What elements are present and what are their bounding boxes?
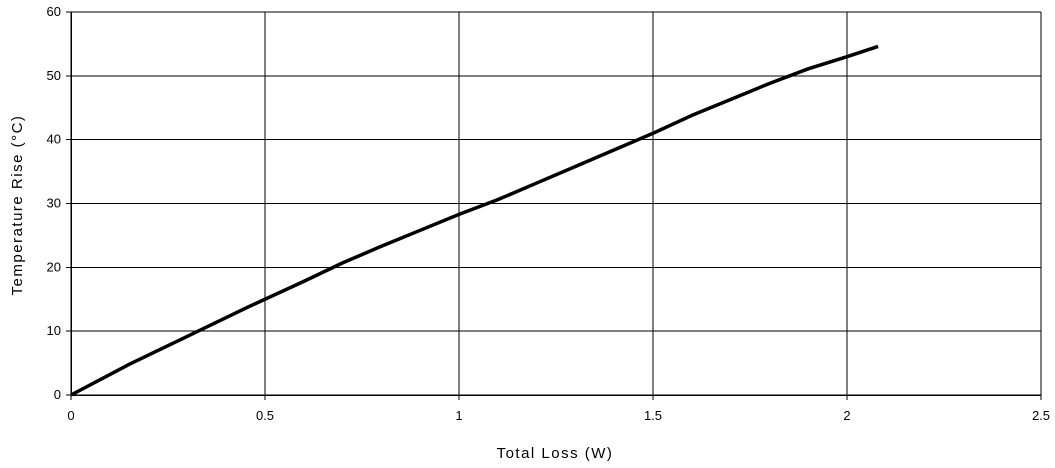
x-tick-label-4: 2 bbox=[843, 408, 850, 423]
y-tick-label-4: 40 bbox=[47, 132, 61, 147]
y-tick-label-2: 20 bbox=[47, 259, 61, 274]
series-line-0 bbox=[70, 44, 879, 397]
x-tick-label-3: 1.5 bbox=[644, 408, 662, 423]
grid-lines bbox=[71, 11, 1042, 395]
y-tick-label-6: 60 bbox=[47, 4, 61, 19]
x-tick-label-0: 0 bbox=[67, 408, 74, 423]
axes bbox=[66, 11, 1042, 400]
x-axis-title: Total Loss (W) bbox=[497, 445, 614, 462]
x-tick-label-5: 2.5 bbox=[1032, 408, 1050, 423]
y-tick-label-1: 10 bbox=[47, 323, 61, 338]
x-tick-label-2: 1 bbox=[455, 408, 462, 423]
y-axis-title: Temperature Rise (°C) bbox=[9, 115, 26, 296]
series-layer bbox=[70, 44, 879, 397]
x-tick-labels: 0 0.5 1 1.5 2 2.5 bbox=[67, 408, 1050, 423]
y-tick-label-5: 50 bbox=[47, 68, 61, 83]
y-tick-labels: 0 10 20 30 40 50 60 bbox=[47, 4, 61, 402]
x-tick-label-1: 0.5 bbox=[256, 408, 274, 423]
y-tick-label-0: 0 bbox=[54, 387, 61, 402]
y-tick-label-3: 30 bbox=[47, 196, 61, 211]
